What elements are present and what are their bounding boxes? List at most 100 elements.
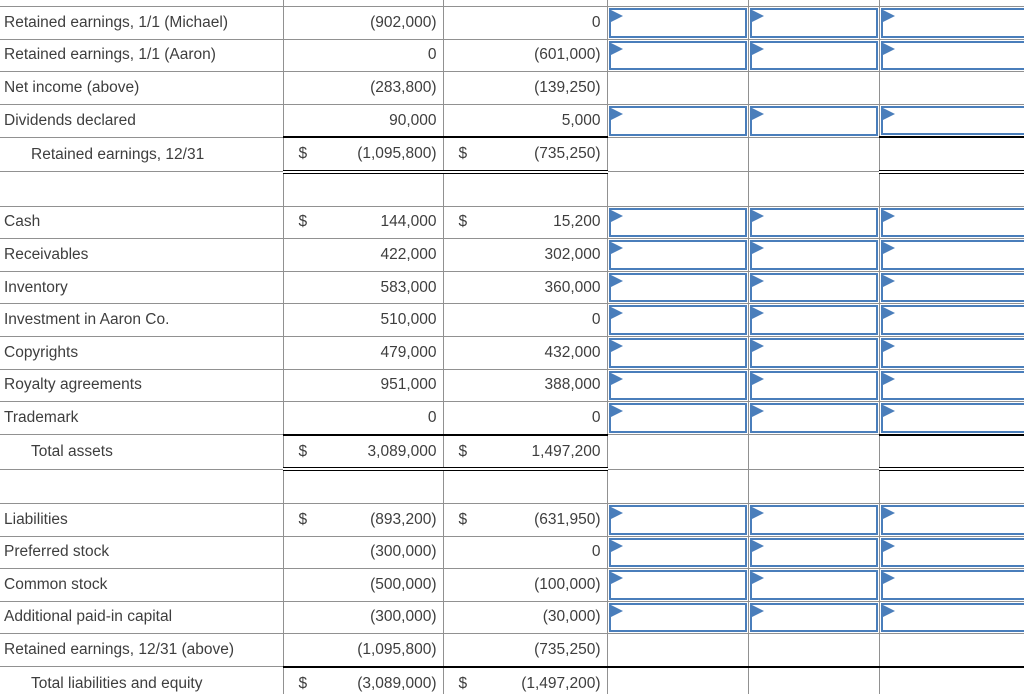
aaron-value: 432,000 [544,343,601,361]
entry-flag-icon [751,572,764,585]
answer-input-cell[interactable] [880,8,1024,38]
table-row: Common stock (500,000) (100,000) [0,568,1024,602]
entry-cell [878,205,1024,240]
entry-cell [606,71,749,105]
answer-input-cell[interactable] [608,370,747,401]
answer-input-cell[interactable] [880,207,1024,238]
answer-input-cell[interactable] [749,305,878,335]
currency-symbol: $ [298,510,308,528]
row-label: Retained earnings, 1/1 (Michael) [4,13,229,31]
entry-cell [606,568,749,602]
entry-cell [606,6,749,40]
answer-input-cell[interactable] [749,40,878,71]
answer-input-cell[interactable] [608,240,747,270]
answer-input-cell[interactable] [608,602,747,633]
answer-input-cell[interactable] [880,504,1024,535]
answer-input-cell[interactable] [608,504,747,535]
michael-value-cell: (902,000) [282,6,444,40]
entry-cell [606,535,749,570]
entry-flag-icon [882,539,895,552]
entry-cell [878,568,1024,602]
michael-value-cell: 583,000 [282,270,444,305]
answer-input-cell[interactable] [749,8,878,38]
entry-flag-icon [882,107,895,120]
answer-input-cell[interactable] [749,504,878,535]
answer-input-cell[interactable] [749,240,878,270]
answer-input-cell[interactable] [749,602,878,633]
table-row: Retained earnings, 12/31 $ (1,095,800) $ (73… [0,136,1024,174]
aaron-value: 1,497,200 [531,442,601,460]
row-label: Royalty agreements [4,376,142,394]
row-label: Additional paid-in capital [4,608,173,626]
answer-input-cell[interactable] [608,272,747,303]
answer-input-cell[interactable] [608,403,747,434]
entry-flag-icon [882,339,895,352]
answer-input-cell[interactable] [880,40,1024,71]
row-label-cell: Dividends declared [0,103,284,138]
answer-input-cell[interactable] [749,207,878,238]
entry-cell [606,303,749,337]
table-row: Cash $144,000 $15,200 [0,205,1024,240]
row-label-cell [0,171,284,207]
answer-input-cell[interactable] [608,537,747,568]
entry-cell [747,468,880,504]
table-row: Retained earnings, 12/31 (above) (1,095,8… [0,633,1024,668]
entry-cell [606,665,749,694]
michael-value: (300,000) [370,543,437,561]
aaron-value: (139,250) [534,78,601,96]
entry-cell [747,401,880,436]
answer-input-cell[interactable] [880,240,1024,270]
answer-input-cell[interactable] [880,337,1024,368]
michael-value-cell: $3,089,000 [282,433,444,472]
michael-value-cell [282,171,444,207]
entry-cell [878,335,1024,370]
answer-input-cell[interactable] [880,537,1024,568]
michael-value-cell: 510,000 [282,303,444,337]
entry-cell [747,335,880,370]
answer-input-cell[interactable] [608,305,747,335]
answer-input-cell[interactable] [749,105,878,136]
michael-value: (1,095,800) [357,145,437,163]
currency-symbol: $ [458,442,468,460]
michael-value: 951,000 [380,376,437,394]
aaron-value-cell: (139,250) [442,71,608,105]
answer-input-cell[interactable] [749,370,878,401]
answer-input-cell[interactable] [749,537,878,568]
answer-input-cell[interactable] [608,207,747,238]
row-label: Investment in Aaron Co. [4,311,170,329]
entry-flag-icon [751,372,764,385]
michael-value-cell: 422,000 [282,238,444,272]
entry-cell [606,205,749,240]
entry-cell [878,103,1024,138]
answer-input-cell[interactable] [608,40,747,71]
answer-input-cell[interactable] [880,602,1024,633]
answer-input-cell[interactable] [608,570,747,600]
answer-input-cell[interactable] [749,337,878,368]
aaron-value-cell: 5,000 [442,103,608,138]
row-label-cell: Retained earnings, 1/1 (Aaron) [0,38,284,73]
answer-input-cell[interactable] [880,403,1024,433]
answer-input-cell[interactable] [749,272,878,303]
michael-value-cell: 90,000 [282,103,444,138]
entry-cell [878,665,1024,694]
entry-flag-icon [610,242,623,255]
answer-input-cell[interactable] [880,272,1024,303]
answer-input-cell[interactable] [880,305,1024,335]
answer-input-cell[interactable] [608,337,747,368]
blank-row [0,171,1024,207]
michael-value: (500,000) [370,575,437,593]
answer-input-cell[interactable] [880,105,1024,136]
entry-flag-icon [751,405,764,418]
michael-value: 144,000 [380,213,437,231]
aaron-value: 0 [591,408,601,426]
answer-input-cell[interactable] [749,403,878,434]
answer-input-cell[interactable] [880,370,1024,401]
answer-input-cell[interactable] [880,570,1024,600]
answer-input-cell[interactable] [608,8,747,38]
answer-input-cell[interactable] [608,105,747,136]
entry-cell [747,71,880,105]
michael-value: (300,000) [370,608,437,626]
answer-input-cell[interactable] [749,570,878,600]
entry-flag-icon [610,209,623,222]
